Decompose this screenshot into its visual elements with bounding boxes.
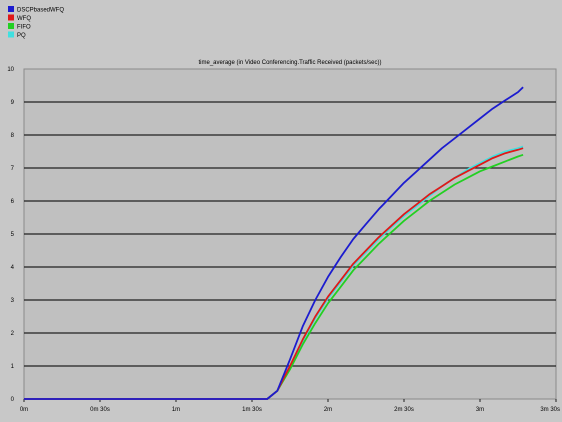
legend-label: DSCPbasedWFQ [17,8,64,14]
legend-label: FIFO [17,25,31,31]
y-tick-label: 10 [7,67,14,73]
x-tick-label: 1m [172,407,180,413]
legend: DSCPbasedWFQ WFQ FIFO PQ [8,6,64,39]
y-tick-label: 8 [11,133,15,139]
x-tick-label: 3m 30s [540,407,560,413]
x-tick-label: 1m 30s [242,407,262,413]
y-tick-label: 9 [11,100,15,106]
series-lines [24,86,524,400]
y-tick-label: 5 [11,232,15,238]
x-tick-label: 0m 30s [90,407,110,413]
legend-swatch [8,23,14,29]
legend-label: WFQ [17,16,31,22]
legend-swatch [8,6,14,12]
series-line-dscpbasedwfq [24,86,524,400]
y-tick-label: 7 [11,166,15,172]
legend-label: PQ [17,33,26,39]
y-tick-label: 0 [11,397,15,403]
legend-swatch [8,14,14,21]
x-tick-label: 2m [324,407,332,413]
legend-swatch [8,31,14,38]
y-tick-label: 6 [11,199,15,205]
y-tick-label: 1 [11,364,15,370]
x-tick-label: 2m 30s [394,407,414,413]
x-tick-label: 0m [20,407,28,413]
series-line-wfq [24,147,524,400]
y-tick-label: 4 [11,265,15,271]
gridlines [24,101,556,367]
y-tick-label: 2 [11,331,15,337]
series-line-fifo [24,153,524,400]
y-axis: 0 1 2 3 4 5 6 7 8 9 10 [7,67,14,403]
chart-title: time_average (in Video Conferencing.Traf… [199,60,382,66]
y-tick-label: 3 [11,298,15,304]
x-tick-label: 3m [476,407,484,413]
